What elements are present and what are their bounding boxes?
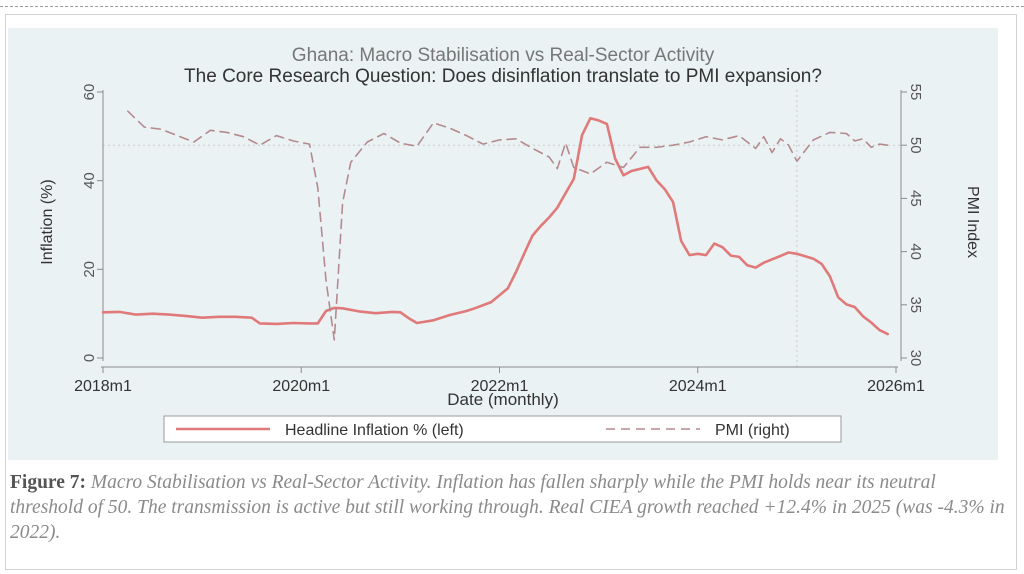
x-axis-label: Date (monthly) bbox=[447, 390, 558, 409]
y-left-tick-label: 0 bbox=[81, 354, 98, 362]
y-left-tick-label: 20 bbox=[81, 261, 98, 278]
y-right-tick-label: 50 bbox=[907, 137, 924, 154]
caption-label: Figure 7: bbox=[10, 472, 87, 493]
page-frame bbox=[5, 14, 1017, 570]
y-right-tick-label: 45 bbox=[907, 190, 924, 207]
legend-pmi-label: PMI (right) bbox=[715, 422, 790, 439]
x-tick-label: 2024m1 bbox=[669, 378, 727, 395]
y-right-tick-label: 40 bbox=[907, 243, 924, 260]
chart-title: Ghana: Macro Stabilisation vs Real-Secto… bbox=[292, 45, 715, 66]
figure-caption: Figure 7: Macro Stabilisation vs Real-Se… bbox=[10, 470, 1006, 545]
y-axis-left-label: Inflation (%) bbox=[39, 179, 56, 264]
legend: Headline Inflation % (left) PMI (right) bbox=[163, 415, 842, 443]
y-axis-right-label: PMI Index bbox=[964, 186, 981, 258]
y-right-tick-label: 30 bbox=[907, 350, 924, 367]
x-tick-label: 2026m1 bbox=[867, 378, 925, 395]
y-left-tick-label: 60 bbox=[81, 84, 98, 101]
inflation-series-line bbox=[101, 116, 889, 336]
top-dashed-rule bbox=[0, 6, 1024, 7]
y-right-tick-label: 55 bbox=[907, 84, 924, 101]
x-tick-label: 2022m1 bbox=[471, 378, 529, 395]
chart-subtitle: The Core Research Question: Does disinfl… bbox=[184, 66, 822, 87]
chart-figure: 0 20 40 60 30 35 40 45 50 55 2018m1 2020m1 2022m1 202… bbox=[8, 28, 998, 460]
y-left-tick-label: 40 bbox=[81, 172, 98, 189]
caption-text: Macro Stabilisation vs Real-Sector Activ… bbox=[10, 472, 1005, 543]
legend-inflation-label: Headline Inflation % (left) bbox=[285, 422, 464, 439]
y-right-tick-label: 35 bbox=[907, 296, 924, 313]
x-tick-label: 2020m1 bbox=[272, 378, 330, 395]
chart-svg: 0 20 40 60 30 35 40 45 50 55 2018m1 2020m1 2022m1 202… bbox=[39, 45, 981, 443]
legend-box bbox=[163, 415, 842, 443]
x-tick-label: 2018m1 bbox=[74, 378, 132, 395]
pmi-series-line bbox=[127, 110, 889, 341]
